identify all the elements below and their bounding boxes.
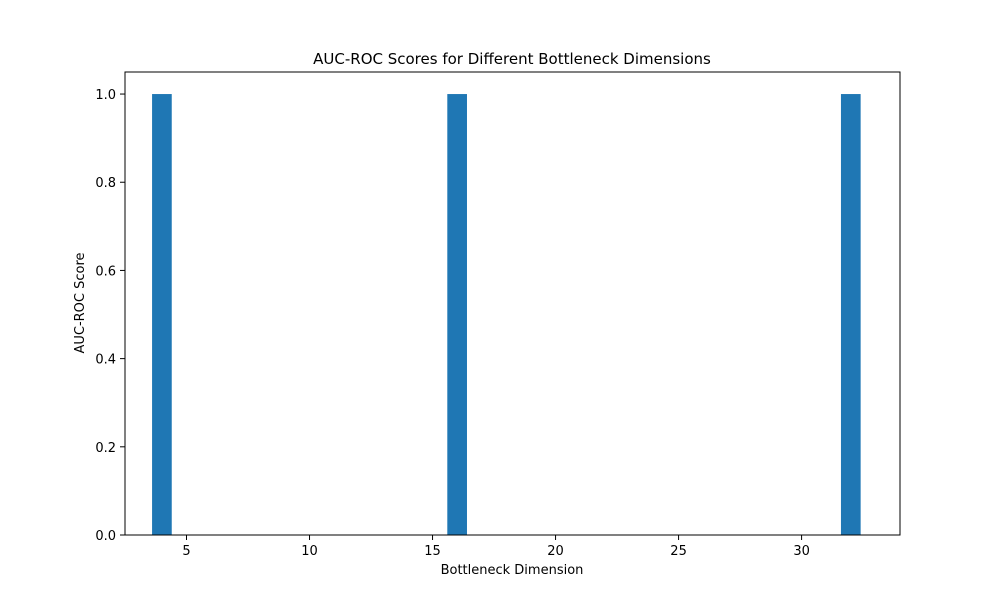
bar-0 [152, 94, 172, 536]
x-axis-label: Bottleneck Dimension [441, 563, 584, 578]
bar-series [152, 94, 861, 536]
x-axis: 5 10 15 20 25 30 [182, 535, 810, 559]
bar-1 [447, 94, 467, 536]
chart-title: AUC-ROC Scores for Different Bottleneck … [313, 50, 711, 68]
y-axis-label: AUC-ROC Score [73, 252, 88, 353]
y-tick-label-5: 1.0 [95, 88, 116, 103]
y-tick-label-3: 0.6 [95, 264, 116, 279]
bar-2 [840, 94, 861, 536]
x-tick-label-1: 10 [301, 544, 318, 559]
y-tick-label-4: 0.8 [95, 176, 116, 191]
x-tick-label-5: 30 [793, 544, 810, 559]
x-tick-label-2: 15 [424, 544, 441, 559]
x-tick-label-0: 5 [182, 544, 190, 559]
y-tick-label-2: 0.4 [95, 353, 116, 368]
x-tick-label-3: 20 [547, 544, 564, 559]
x-tick-label-4: 25 [670, 544, 687, 559]
y-tick-label-0: 0.0 [95, 529, 116, 544]
plot-frame [124, 71, 901, 536]
y-axis: 0.0 0.2 0.4 0.6 0.8 1.0 [95, 88, 125, 544]
y-tick-label-1: 0.2 [95, 441, 116, 456]
